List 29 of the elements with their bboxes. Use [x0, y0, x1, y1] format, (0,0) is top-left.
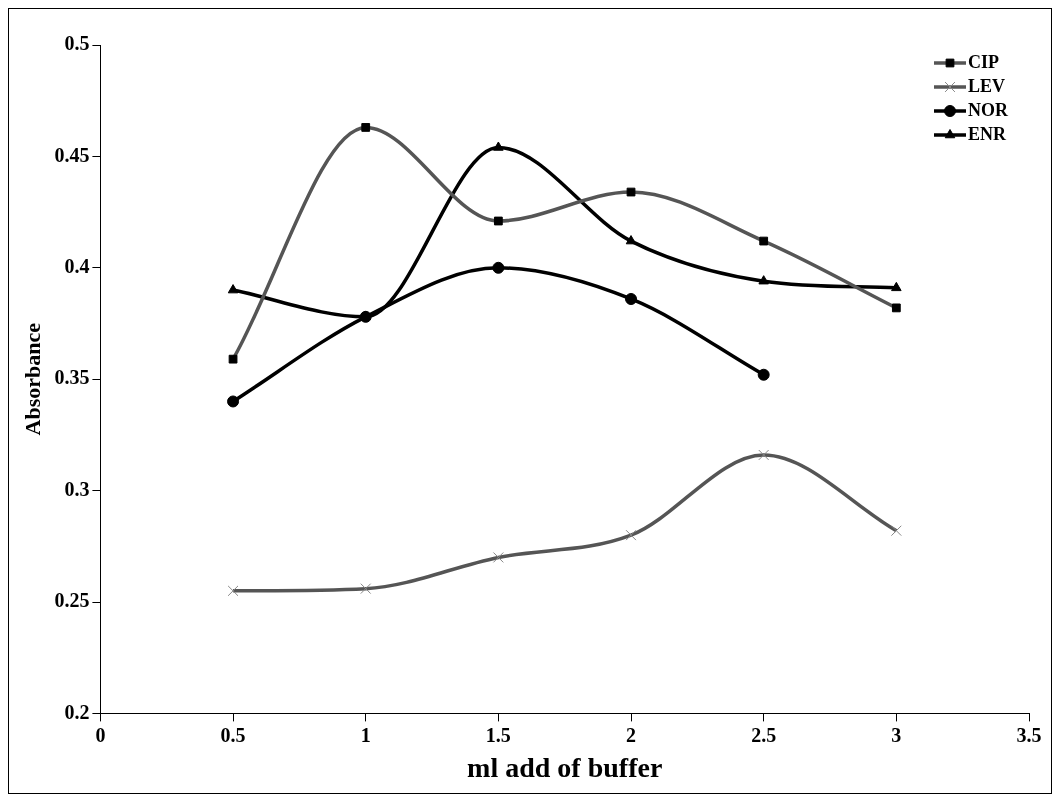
x-tick-label: 3.5 — [1016, 723, 1042, 746]
y-tick-label: 0.25 — [54, 589, 90, 612]
legend-label: ENR — [968, 123, 1007, 144]
legend-label: CIP — [968, 51, 999, 72]
y-tick-label: 0.3 — [64, 477, 90, 500]
x-axis-title: ml add of buffer — [467, 752, 663, 784]
x-tick-label: 3 — [891, 723, 902, 746]
y-tick-label: 0.35 — [54, 366, 90, 389]
y-tick-label: 0.45 — [54, 143, 90, 166]
x-tick-label: 0.5 — [220, 723, 246, 746]
x-tick-label: 0 — [95, 723, 106, 746]
x-tick-label: 1.5 — [485, 723, 511, 746]
point — [891, 281, 902, 292]
point — [227, 284, 239, 294]
point — [758, 275, 769, 285]
point — [493, 141, 504, 151]
legend-label: NOR — [968, 99, 1009, 120]
x-tick-label: 2.5 — [751, 723, 777, 746]
y-axis-title: Absorbance — [19, 322, 45, 436]
x-tick-label: 1 — [360, 723, 371, 746]
point — [625, 292, 638, 305]
point — [757, 368, 770, 381]
y-tick-label: 0.2 — [64, 700, 90, 723]
x-tick-label: 2 — [626, 723, 637, 746]
legend-label: LEV — [968, 75, 1006, 96]
y-tick-label: 0.4 — [64, 254, 90, 277]
point — [492, 261, 505, 274]
y-tick-label: 0.5 — [64, 32, 90, 55]
point — [227, 395, 240, 408]
